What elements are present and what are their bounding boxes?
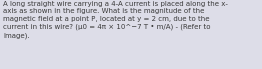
- Text: A long straight wire carrying a 4-A current is placed along the x-
axis as shown: A long straight wire carrying a 4-A curr…: [3, 1, 228, 39]
